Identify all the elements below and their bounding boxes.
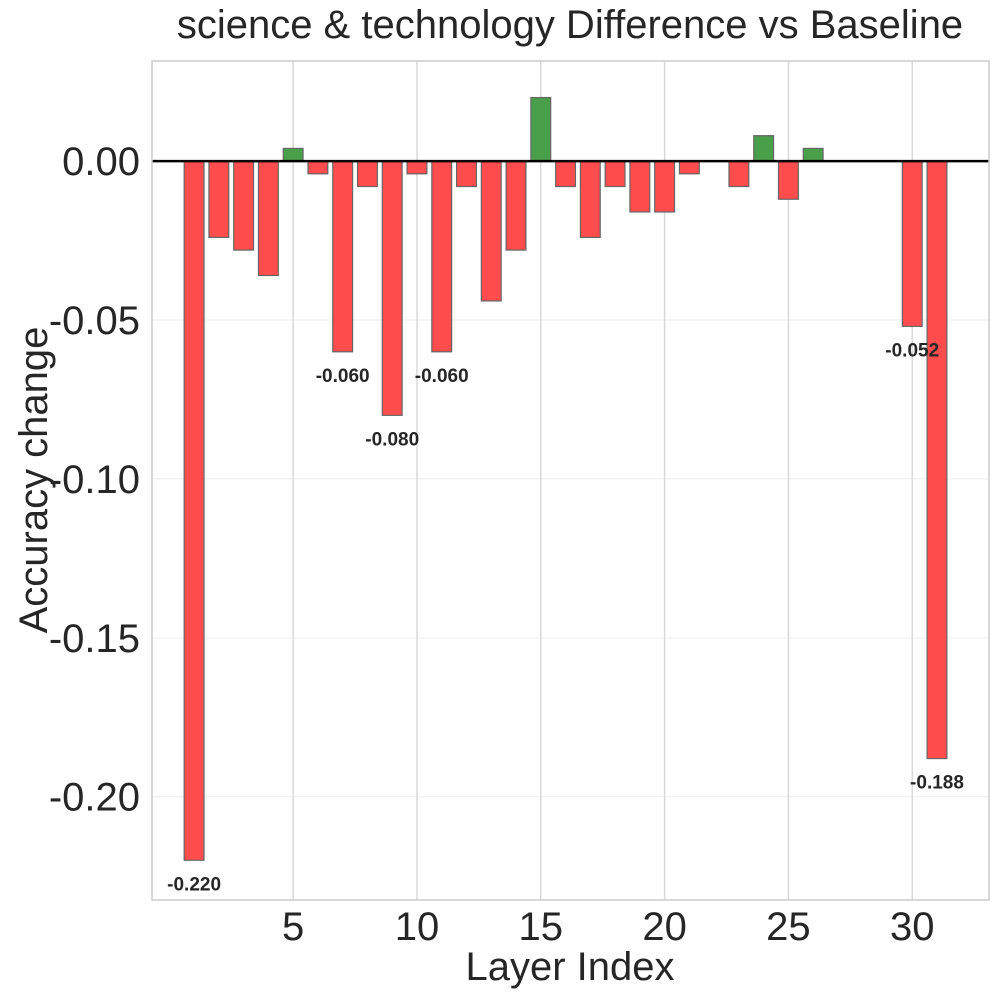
bar-layer-16 <box>555 160 577 188</box>
chart-title: science & technology Difference vs Basel… <box>177 3 963 47</box>
bar-layer-19 <box>629 160 651 213</box>
bar-layer-9 <box>381 160 403 416</box>
ticks-layer: 0.00 -0.05 -0.10 -0.15 -0.20 5 10 15 20 25 30 <box>49 140 935 949</box>
bar-value-label: -0.220 <box>167 874 221 895</box>
bar-layer-14 <box>505 160 527 251</box>
bar-layer-31 <box>926 160 948 760</box>
x-tick-label: 30 <box>890 905 935 949</box>
bar-layer-6 <box>307 160 329 175</box>
bar-value-label: -0.188 <box>910 773 964 794</box>
bar-value-label: -0.060 <box>316 366 370 387</box>
x-tick-label: 25 <box>766 905 811 949</box>
bar-layer-21 <box>678 160 700 175</box>
x-tick-label: 5 <box>282 905 304 949</box>
bar-layer-5 <box>282 147 304 162</box>
bar-layer-8 <box>356 160 378 188</box>
bar-layer-20 <box>654 160 676 213</box>
y-tick-label: -0.20 <box>49 776 140 820</box>
x-axis-label: Layer Index <box>465 945 674 989</box>
bar-layer-4 <box>257 160 279 277</box>
x-tick-label: 10 <box>395 905 440 949</box>
y-tick-label: -0.10 <box>49 458 140 502</box>
bar-layer-15 <box>530 96 552 162</box>
bar-layer-13 <box>480 160 502 302</box>
bar-value-label: -0.080 <box>365 429 419 450</box>
bars-layer <box>183 96 948 861</box>
y-tick-label: -0.15 <box>49 617 140 661</box>
bar-layer-2 <box>208 160 230 238</box>
bar-layer-24 <box>753 135 775 162</box>
y-axis-label: Accuracy change <box>12 327 56 634</box>
bar-layer-30 <box>901 160 923 327</box>
x-tick-label: 20 <box>642 905 687 949</box>
bar-layer-18 <box>604 160 626 188</box>
bar-layer-23 <box>728 160 750 188</box>
bar-layer-11 <box>431 160 453 353</box>
bar-layer-26 <box>802 147 824 162</box>
bar-layer-1 <box>183 160 205 861</box>
bar-labels-layer: -0.220 -0.060 -0.080 -0.060 -0.052 -0.188 <box>167 340 964 895</box>
bar-layer-12 <box>455 160 477 188</box>
bar-layer-3 <box>233 160 255 251</box>
bar-layer-10 <box>406 160 428 175</box>
y-tick-label: -0.05 <box>49 299 140 343</box>
x-tick-label: 15 <box>519 905 564 949</box>
bar-layer-7 <box>332 160 354 353</box>
bar-value-label: -0.060 <box>415 366 469 387</box>
bar-value-label: -0.052 <box>885 340 939 361</box>
bar-layer-25 <box>777 160 799 200</box>
y-tick-label: 0.00 <box>62 140 140 184</box>
plot-frame <box>151 60 990 901</box>
bar-layer-17 <box>579 160 601 238</box>
